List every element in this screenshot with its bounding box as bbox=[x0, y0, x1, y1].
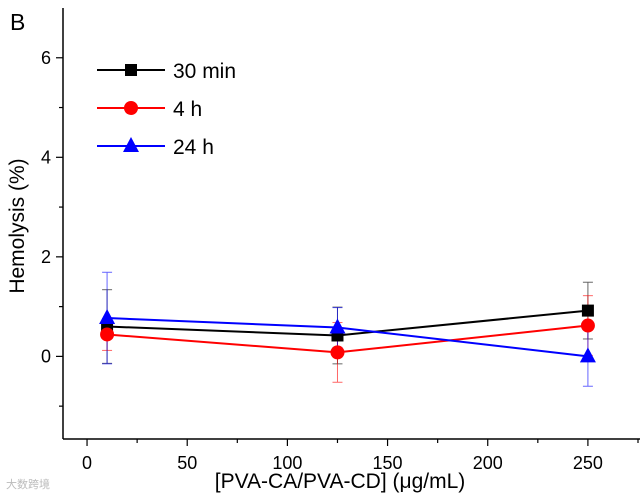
legend-label-30-min: 30 min bbox=[173, 60, 236, 83]
data-point-24-h bbox=[99, 309, 116, 325]
legend-label-4-h: 4 h bbox=[173, 98, 202, 121]
data-point-4-h bbox=[100, 327, 115, 342]
x-tick-label: 0 bbox=[82, 453, 92, 473]
series-line-30-min bbox=[107, 309, 589, 337]
data-point-4-h bbox=[580, 318, 595, 333]
legend-marker-4-h bbox=[124, 101, 138, 115]
panel-label: B bbox=[10, 9, 25, 35]
watermark: 大数跨境 bbox=[6, 477, 50, 491]
x-tick-label: 50 bbox=[177, 453, 197, 473]
legend-label-24-h: 24 h bbox=[173, 136, 214, 159]
y-tick-label: 6 bbox=[41, 48, 51, 68]
data-point-30-min bbox=[581, 304, 594, 317]
x-tick-label: 100 bbox=[272, 453, 302, 473]
y-tick-label: 2 bbox=[41, 247, 51, 267]
data-point-24-h bbox=[329, 318, 346, 334]
legend-marker-30-min bbox=[125, 64, 137, 76]
x-tick-label: 150 bbox=[373, 453, 403, 473]
x-axis-label: [PVA-CA/PVA-CD] (μg/mL) bbox=[215, 470, 466, 493]
y-tick-label: 4 bbox=[41, 147, 51, 167]
data-point-4-h bbox=[330, 345, 345, 360]
legend-marker-24-h bbox=[123, 137, 139, 152]
x-tick-label: 200 bbox=[473, 453, 503, 473]
data-point-24-h bbox=[579, 347, 596, 363]
y-axis-label: Hemolysis (%) bbox=[6, 158, 29, 293]
x-tick-label: 250 bbox=[573, 453, 603, 473]
y-tick-label: 0 bbox=[41, 346, 51, 366]
